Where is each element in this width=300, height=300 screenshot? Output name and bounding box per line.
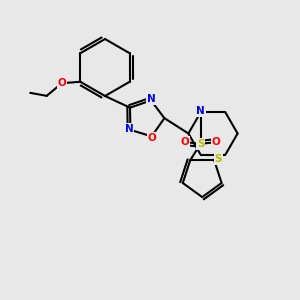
Text: N: N <box>147 94 156 104</box>
Text: O: O <box>212 137 221 147</box>
Text: N: N <box>124 124 133 134</box>
Text: S: S <box>214 154 222 164</box>
Text: N: N <box>196 106 205 116</box>
Text: O: O <box>57 78 66 88</box>
Text: S: S <box>197 139 205 149</box>
Text: O: O <box>148 133 157 142</box>
Text: O: O <box>181 137 190 147</box>
